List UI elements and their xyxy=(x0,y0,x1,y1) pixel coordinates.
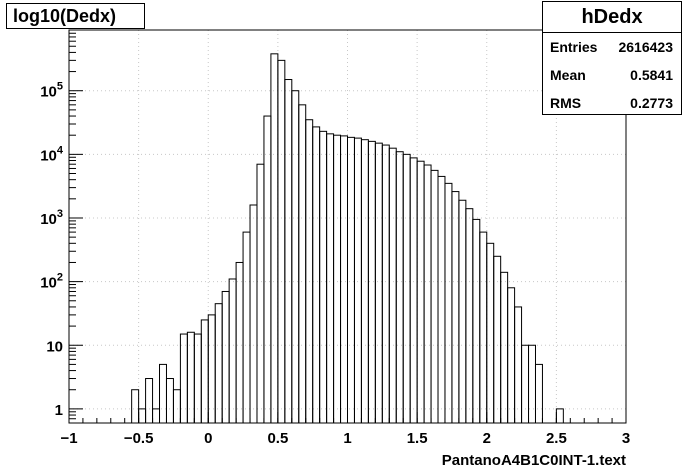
histogram-bin xyxy=(388,147,397,424)
histogram-bin xyxy=(319,130,328,424)
stats-box: hDedx Entries 2616423 Mean 0.5841 RMS 0.… xyxy=(542,1,682,115)
x-axis-label: PantanoA4B1C0INT-1.text xyxy=(441,452,626,469)
histogram-bin xyxy=(291,90,300,424)
histogram-bin xyxy=(145,378,154,424)
histogram-bin xyxy=(298,104,307,424)
stats-row-rms: RMS 0.2773 xyxy=(543,89,681,117)
x-tick-label: −1 xyxy=(60,430,77,447)
x-tick-label: 1 xyxy=(343,430,351,447)
y-tick-label: 10 xyxy=(46,338,63,355)
stats-value: 0.2773 xyxy=(630,95,673,111)
histogram-bin xyxy=(416,160,425,424)
histogram-bin xyxy=(131,389,140,424)
x-tick-label: 0 xyxy=(204,430,212,447)
histogram-bin xyxy=(159,363,167,424)
x-tick-label: −0.5 xyxy=(124,430,154,447)
histogram-bin xyxy=(451,191,460,424)
histogram-bin xyxy=(263,115,272,424)
histogram-bin xyxy=(367,140,376,424)
histogram-bin xyxy=(444,182,453,424)
histogram-bin xyxy=(486,242,495,424)
x-tick-label: 2.5 xyxy=(546,430,567,447)
histogram-bin xyxy=(402,153,411,424)
histogram-bin xyxy=(200,319,209,424)
x-tick-label: 2 xyxy=(483,430,491,447)
histogram-bin xyxy=(479,231,488,424)
histogram-series xyxy=(131,53,564,424)
histogram-bin xyxy=(458,199,467,424)
stats-label: Entries xyxy=(550,39,598,55)
y-tick-label: 105 xyxy=(40,81,63,101)
histogram-bin xyxy=(284,79,293,424)
chart-title: log10(Dedx) xyxy=(6,3,145,29)
y-axis: 1 10 102 103 104 105 xyxy=(40,29,83,420)
histogram-bin xyxy=(256,163,265,424)
stats-label: Mean xyxy=(550,67,586,83)
histogram-bin xyxy=(347,136,355,424)
histogram-bin xyxy=(207,314,216,424)
stats-value: 0.5841 xyxy=(630,67,673,83)
x-tick-label: 3 xyxy=(622,430,630,447)
histogram-bin xyxy=(326,133,335,424)
histogram-bin xyxy=(333,134,342,424)
histogram-bin xyxy=(360,139,369,424)
histogram-bin xyxy=(353,137,362,424)
histogram-bin xyxy=(500,271,509,424)
histogram-bin xyxy=(165,378,174,424)
y-tick-label: 104 xyxy=(40,144,64,164)
histogram-bin xyxy=(277,59,286,424)
stats-label: RMS xyxy=(550,95,582,111)
y-tick-label: 103 xyxy=(40,208,63,228)
histogram-bin xyxy=(228,278,237,424)
stats-title: hDedx xyxy=(543,2,681,33)
histogram-bin xyxy=(270,53,279,424)
histogram-bin xyxy=(312,126,321,424)
x-tick-label: 1.5 xyxy=(407,430,428,447)
histogram-bin xyxy=(242,231,251,424)
histogram-bin xyxy=(374,142,383,424)
histogram-bin xyxy=(514,306,523,424)
histogram-bin xyxy=(521,344,530,424)
histogram-bin xyxy=(430,169,439,424)
histogram-bin xyxy=(179,333,188,424)
histogram-bin xyxy=(528,344,536,424)
histogram-bin xyxy=(555,408,564,424)
y-tick-label: 1 xyxy=(55,402,63,419)
histogram-bin xyxy=(507,287,516,424)
histogram-bin xyxy=(409,157,418,424)
histogram-bin xyxy=(138,408,147,424)
histogram-bin xyxy=(423,164,432,424)
stats-row-mean: Mean 0.5841 xyxy=(543,61,681,89)
histogram-bin xyxy=(381,144,390,424)
histogram-bin xyxy=(534,363,543,424)
histogram-bin xyxy=(214,303,223,424)
histogram-bin xyxy=(340,135,349,424)
stats-value: 2616423 xyxy=(618,39,673,55)
x-tick-label: 0.5 xyxy=(267,430,288,447)
histogram-bin xyxy=(221,290,230,424)
histogram-bin xyxy=(172,389,181,424)
histogram-bin xyxy=(186,331,195,424)
histogram-bin xyxy=(472,218,481,424)
histogram-bin xyxy=(437,175,446,424)
x-axis: −1 −0.5 0 0.5 1 1.5 2 2.5 3 xyxy=(60,412,630,447)
histogram-bin xyxy=(395,151,404,424)
histogram-bin xyxy=(193,333,202,424)
histogram-bin xyxy=(235,261,244,424)
stats-row-entries: Entries 2616423 xyxy=(543,33,681,61)
histogram-bin xyxy=(249,204,258,424)
histogram-bin xyxy=(152,408,161,424)
histogram-bin xyxy=(305,119,314,424)
y-tick-label: 102 xyxy=(40,272,63,292)
histogram-bin xyxy=(465,208,474,424)
